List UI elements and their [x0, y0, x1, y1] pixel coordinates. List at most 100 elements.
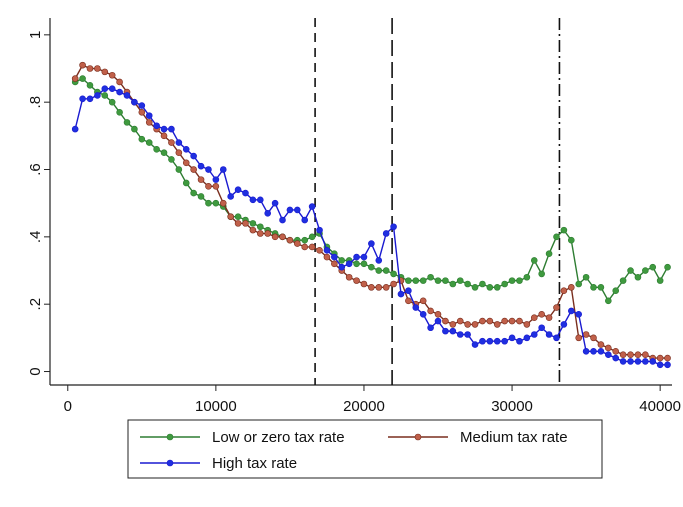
data-point	[286, 206, 294, 214]
data-point	[271, 199, 279, 207]
legend-box	[127, 419, 603, 479]
data-point	[560, 321, 568, 328]
data-point	[382, 267, 390, 274]
data-point	[360, 260, 368, 268]
data-point	[131, 98, 138, 106]
data-point	[642, 358, 649, 365]
data-point	[256, 223, 264, 231]
data-point	[197, 193, 205, 200]
data-point	[582, 273, 590, 281]
data-point	[190, 152, 197, 160]
data-point	[301, 216, 309, 224]
y-tick-label: .2	[27, 298, 44, 311]
data-point	[397, 290, 405, 298]
data-point	[464, 321, 471, 328]
data-point	[597, 348, 605, 355]
data-point	[412, 277, 420, 284]
data-point	[71, 75, 79, 82]
data-point	[249, 196, 257, 204]
data-point	[479, 280, 486, 288]
data-point	[108, 85, 116, 93]
data-point	[353, 260, 360, 268]
data-point	[523, 334, 531, 342]
data-point	[442, 317, 449, 325]
data-point	[523, 273, 531, 281]
data-point	[590, 284, 597, 291]
data-point	[368, 263, 375, 271]
data-point	[479, 317, 486, 325]
data-point	[553, 304, 560, 311]
data-point	[553, 334, 560, 342]
data-point	[471, 284, 479, 291]
data-point	[323, 247, 331, 254]
data-point	[160, 132, 168, 140]
data-point	[612, 348, 620, 355]
data-point	[456, 317, 464, 325]
data-point	[116, 78, 123, 86]
data-point	[101, 68, 109, 76]
data-point	[664, 354, 671, 362]
data-point	[575, 334, 583, 342]
data-point	[582, 348, 590, 355]
data-point	[175, 166, 183, 173]
data-point	[434, 277, 442, 284]
data-point	[523, 321, 531, 328]
data-point	[168, 125, 175, 133]
data-point	[205, 183, 212, 190]
data-point	[649, 263, 657, 271]
data-point	[353, 253, 360, 261]
data-point	[212, 199, 220, 207]
data-point	[567, 284, 575, 291]
data-point	[405, 277, 412, 284]
data-point	[530, 314, 538, 321]
data-point	[486, 337, 494, 345]
data-point	[412, 304, 420, 311]
data-point	[449, 280, 457, 288]
data-point	[94, 92, 101, 99]
data-point	[656, 361, 664, 369]
data-point	[390, 223, 397, 231]
data-point	[286, 236, 294, 244]
data-point	[182, 159, 190, 167]
data-point	[634, 273, 642, 281]
data-point	[360, 253, 368, 261]
data-point	[664, 361, 671, 369]
data-point	[449, 321, 457, 328]
data-point	[493, 284, 501, 291]
data-point	[605, 351, 612, 358]
data-point	[249, 220, 257, 227]
data-point	[256, 196, 264, 204]
data-point	[316, 247, 323, 254]
legend-label: Low or zero tax rate	[212, 429, 345, 446]
data-point	[605, 297, 612, 305]
data-point	[301, 236, 309, 244]
data-point	[516, 337, 523, 345]
data-point	[382, 230, 390, 237]
data-point	[627, 358, 634, 365]
data-point	[427, 273, 434, 281]
data-point	[294, 240, 301, 247]
data-point	[197, 176, 205, 183]
data-point	[323, 253, 331, 261]
data-point	[567, 236, 575, 244]
data-point	[279, 233, 286, 241]
data-point	[175, 139, 183, 146]
x-tick-label: 20000	[343, 398, 385, 415]
data-point	[264, 230, 272, 237]
data-point	[634, 351, 642, 358]
data-point	[175, 149, 183, 156]
x-tick-label: 10000	[195, 398, 237, 415]
data-point	[516, 317, 523, 325]
data-point	[331, 260, 338, 268]
data-point	[434, 310, 442, 318]
data-point	[360, 280, 368, 288]
x-tick-label: 40000	[639, 398, 681, 415]
data-point	[190, 189, 197, 197]
data-point	[219, 199, 227, 207]
data-point	[153, 122, 160, 130]
data-point	[390, 270, 397, 278]
data-point	[227, 193, 234, 200]
data-point	[449, 327, 457, 335]
